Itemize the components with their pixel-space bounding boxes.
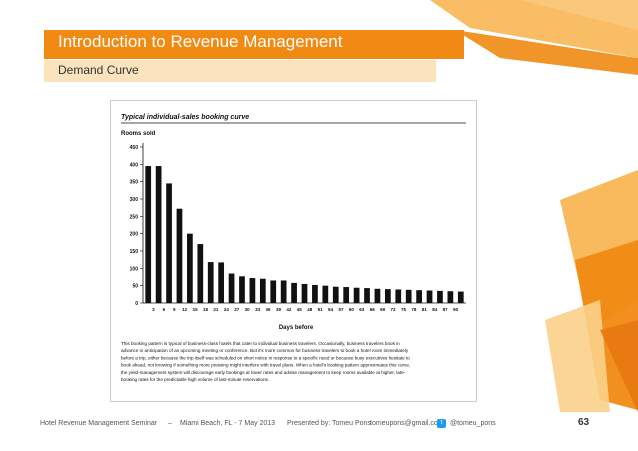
bar-30 bbox=[249, 278, 256, 303]
bar-42 bbox=[291, 282, 297, 303]
y-tick-label: 0 bbox=[135, 301, 138, 307]
twitter-icon: t bbox=[437, 419, 446, 428]
y-tick-label: 450 bbox=[130, 145, 139, 151]
x-tick-label: 45 bbox=[297, 307, 303, 312]
bar-24 bbox=[228, 273, 235, 303]
bar-39 bbox=[280, 280, 287, 303]
bar-84 bbox=[437, 290, 443, 303]
x-tick-label: 57 bbox=[338, 307, 344, 312]
x-tick-label: 9 bbox=[173, 307, 176, 312]
y-axis-label: Rooms sold bbox=[121, 131, 156, 137]
x-tick-label: 18 bbox=[203, 307, 209, 312]
y-tick-label: 350 bbox=[130, 180, 139, 186]
bar-48 bbox=[312, 284, 318, 303]
footer-seminar: Hotel Revenue Management Seminar bbox=[40, 420, 158, 427]
y-tick-label: 50 bbox=[132, 284, 138, 290]
footer-presenter: Presented by: Tomeu Pons bbox=[287, 420, 371, 427]
bar-45 bbox=[301, 283, 308, 303]
bar-54 bbox=[332, 286, 339, 303]
y-tick-label: 300 bbox=[130, 197, 139, 203]
x-tick-label: 90 bbox=[453, 307, 459, 312]
x-tick-label: 12 bbox=[182, 307, 188, 312]
footer-email[interactable]: tomeupons@gmail.com bbox=[370, 420, 444, 427]
bar-0 bbox=[145, 166, 152, 303]
x-tick-label: 51 bbox=[318, 307, 324, 312]
x-tick-label: 36 bbox=[266, 307, 272, 312]
caption-line: book ahead, not knowing if something mor… bbox=[121, 363, 410, 368]
caption-line: This booking pattern is typical of busin… bbox=[121, 341, 400, 346]
x-tick-label: 69 bbox=[380, 307, 386, 312]
subtitle-bar bbox=[44, 60, 436, 82]
x-axis-label: Days before bbox=[279, 325, 314, 331]
x-tick-label: 27 bbox=[234, 307, 240, 312]
footer: Hotel Revenue Management Seminar – Miami… bbox=[0, 416, 638, 436]
bar-81 bbox=[426, 290, 433, 303]
footer-twitter[interactable]: @tomeu_pons bbox=[450, 420, 496, 427]
booking-curve-chart: Typical individual-sales booking curve R… bbox=[121, 114, 466, 382]
x-tick-label: 3 bbox=[152, 307, 155, 312]
bar-87 bbox=[447, 291, 454, 303]
bar-18 bbox=[207, 262, 214, 303]
x-tick-label: 78 bbox=[411, 307, 417, 312]
bar-69 bbox=[384, 289, 391, 303]
footer-separator: – bbox=[168, 420, 172, 427]
x-tick-label: 84 bbox=[432, 307, 438, 312]
bar-12 bbox=[187, 233, 193, 303]
x-tick-label: 87 bbox=[443, 307, 449, 312]
x-tick-label: 54 bbox=[328, 307, 334, 312]
x-tick-label: 60 bbox=[349, 307, 355, 312]
caption-line: advance in anticipation of an upcoming m… bbox=[121, 348, 409, 353]
bar-57 bbox=[343, 287, 350, 303]
x-tick-label: 81 bbox=[422, 307, 428, 312]
x-tick-label: 72 bbox=[391, 307, 397, 312]
bar-9 bbox=[176, 208, 183, 303]
bar-78 bbox=[416, 290, 422, 303]
x-tick-label: 6 bbox=[163, 307, 166, 312]
chart-caption: This booking pattern is typical of busin… bbox=[121, 341, 410, 382]
chart-title: Typical individual-sales booking curve bbox=[121, 114, 249, 121]
title-bar bbox=[44, 30, 464, 59]
page-number: 63 bbox=[578, 417, 590, 428]
x-tick-label: 30 bbox=[245, 307, 251, 312]
bar-75 bbox=[405, 289, 412, 303]
x-tick-label: 48 bbox=[307, 307, 313, 312]
x-tick-label: 66 bbox=[370, 307, 376, 312]
bar-6 bbox=[166, 183, 172, 303]
footer-location-date: Miami Beach, FL - 7 May 2013 bbox=[180, 420, 276, 427]
bar-27 bbox=[239, 276, 245, 303]
x-tick-label: 15 bbox=[193, 307, 199, 312]
bar-33 bbox=[259, 278, 266, 303]
x-tick-label: 75 bbox=[401, 307, 407, 312]
caption-line: the yield-management system will discour… bbox=[121, 370, 406, 375]
y-tick-label: 150 bbox=[130, 249, 139, 255]
bar-21 bbox=[218, 262, 225, 303]
caption-line: booking rates for the predictable high v… bbox=[121, 377, 269, 382]
bar-60 bbox=[353, 287, 360, 303]
x-tick-label: 42 bbox=[286, 307, 292, 312]
x-tick-label: 39 bbox=[276, 307, 282, 312]
y-tick-label: 200 bbox=[130, 232, 139, 238]
caption-line: before a trip, either because the trip i… bbox=[121, 355, 410, 360]
bar-15 bbox=[197, 244, 204, 303]
y-tick-label: 250 bbox=[130, 214, 139, 220]
y-tick-label: 400 bbox=[130, 162, 139, 168]
chart-figure: Typical individual-sales booking curve R… bbox=[110, 100, 477, 402]
slide-title: Introduction to Revenue Management bbox=[58, 32, 343, 51]
bar-66 bbox=[374, 288, 381, 303]
bar-51 bbox=[322, 285, 329, 303]
x-tick-label: 63 bbox=[359, 307, 365, 312]
x-tick-label: 24 bbox=[224, 307, 230, 312]
bar-36 bbox=[270, 280, 277, 303]
bar-72 bbox=[395, 289, 402, 303]
x-tick-label: 33 bbox=[255, 307, 261, 312]
x-tick-label: 21 bbox=[213, 307, 219, 312]
bar-63 bbox=[364, 288, 370, 303]
slide-subtitle: Demand Curve bbox=[58, 63, 139, 77]
bar-3 bbox=[155, 166, 162, 303]
y-tick-label: 100 bbox=[130, 266, 139, 272]
bar-90 bbox=[457, 291, 464, 303]
